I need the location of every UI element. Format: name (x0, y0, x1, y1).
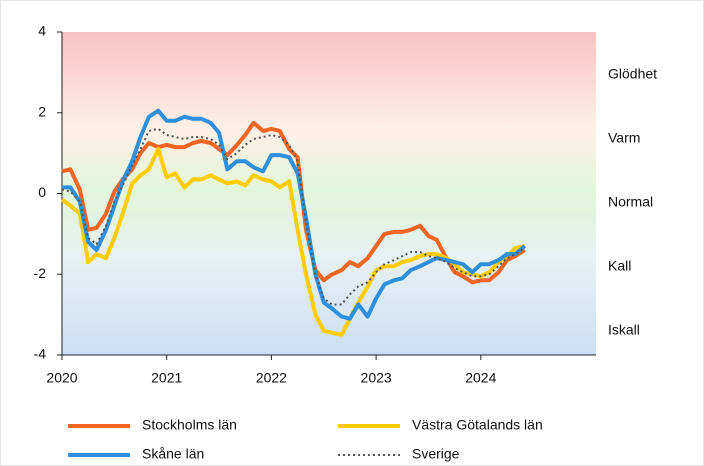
zone-label: Normal (608, 194, 653, 210)
y-tick-label: 4 (38, 23, 46, 39)
zone-label: Glödhet (608, 66, 657, 82)
zone-label: Varm (608, 130, 640, 146)
x-tick-label: 2023 (361, 370, 392, 386)
x-tick-label: 2022 (256, 370, 287, 386)
x-tick-label: 2021 (151, 370, 182, 386)
legend-label: Sverige (412, 446, 460, 462)
series-line (62, 108, 527, 321)
legend-label: Stockholms län (142, 417, 237, 433)
plot-background (62, 32, 596, 355)
legend-label: Västra Götalands län (412, 417, 543, 433)
x-tick-label: 2024 (465, 370, 496, 386)
y-tick-label: 0 (38, 184, 46, 200)
zone-label: Kall (608, 258, 631, 274)
series-line (61, 127, 526, 306)
y-tick-label: 2 (38, 103, 46, 119)
zone-label: Iskall (608, 322, 640, 338)
legend-label: Skåne län (142, 446, 204, 462)
x-tick-label: 2020 (46, 370, 77, 386)
y-tick-label: -4 (34, 346, 47, 362)
y-tick-label: -2 (34, 265, 47, 281)
